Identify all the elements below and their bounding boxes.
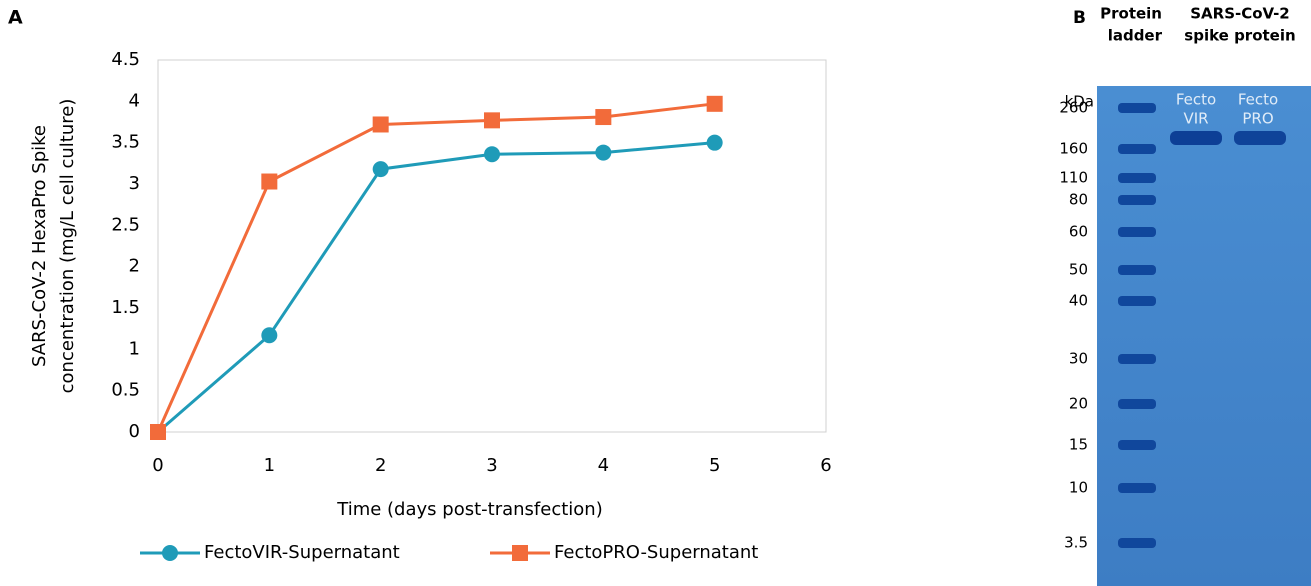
y-tick-label: 1	[129, 338, 140, 359]
ladder-band	[1118, 195, 1156, 205]
data-point	[707, 96, 723, 112]
gel-image	[1097, 86, 1311, 586]
ladder-band	[1118, 538, 1156, 548]
data-point	[373, 161, 389, 177]
y-tick-label: 4.5	[111, 49, 140, 70]
y-axis-title-line: SARS-CoV-2 HexaPro Spike	[29, 125, 50, 367]
gel-header: ladder	[1108, 27, 1163, 45]
ladder-label: 15	[1069, 436, 1088, 454]
ladder-band	[1118, 103, 1156, 113]
sample-band	[1234, 131, 1286, 145]
ladder-label: 20	[1069, 395, 1088, 413]
ladder-band	[1118, 296, 1156, 306]
y-axis-title-line: concentration (mg/L cell culture)	[57, 99, 78, 394]
y-tick-label: 0	[129, 421, 140, 442]
ladder-label: 10	[1069, 479, 1088, 497]
x-tick-label: 1	[264, 455, 275, 476]
gel-header: SARS-CoV-2	[1190, 5, 1290, 23]
ladder-label: 160	[1059, 140, 1088, 158]
ladder-label: 260	[1059, 99, 1088, 117]
y-tick-label: 2	[129, 256, 140, 277]
ladder-band	[1118, 440, 1156, 450]
x-axis-title: Time (days post-transfection)	[336, 499, 602, 520]
x-tick-label: 2	[375, 455, 386, 476]
ladder-band	[1118, 144, 1156, 154]
data-point	[261, 174, 277, 190]
ladder-label: 80	[1069, 191, 1088, 209]
legend-marker	[512, 545, 528, 561]
data-point	[484, 146, 500, 162]
y-tick-label: 0.5	[111, 380, 140, 401]
ladder-label: 50	[1069, 261, 1088, 279]
legend-label: FectoPRO-Supernatant	[554, 542, 758, 563]
ladder-band	[1118, 399, 1156, 409]
series-line	[158, 143, 715, 432]
data-point	[484, 112, 500, 128]
data-point	[707, 135, 723, 151]
panel-label: B	[1073, 8, 1086, 28]
y-tick-label: 2.5	[111, 214, 140, 235]
data-point	[595, 109, 611, 125]
ladder-band	[1118, 173, 1156, 183]
data-point	[261, 327, 277, 343]
data-point	[150, 424, 166, 440]
ladder-band	[1118, 483, 1156, 493]
legend-marker	[162, 545, 178, 561]
panel-label: A	[8, 7, 23, 29]
y-tick-label: 3	[129, 173, 140, 194]
data-point	[373, 116, 389, 132]
ladder-label: 60	[1069, 223, 1088, 241]
y-axis-title: SARS-CoV-2 HexaPro Spike concentration (…	[29, 99, 78, 394]
legend-label: FectoVIR-Supernatant	[204, 542, 400, 563]
ladder-label: 3.5	[1064, 534, 1088, 552]
x-tick-label: 4	[598, 455, 609, 476]
y-tick-label: 3.5	[111, 132, 140, 153]
lane-label: Fecto	[1238, 91, 1278, 109]
y-tick-label: 1.5	[111, 297, 140, 318]
lane-label: PRO	[1242, 110, 1273, 128]
ladder-label: 30	[1069, 350, 1088, 368]
gel-header: spike protein	[1184, 27, 1295, 45]
x-tick-label: 0	[152, 455, 163, 476]
x-tick-label: 6	[820, 455, 831, 476]
sample-band	[1170, 131, 1222, 145]
data-point	[595, 145, 611, 161]
ladder-label: 110	[1059, 169, 1088, 187]
x-tick-label: 5	[709, 455, 720, 476]
figure: A Time (days post-transfection) SARS-CoV…	[0, 0, 1311, 586]
ladder-band	[1118, 265, 1156, 275]
ladder-label: 40	[1069, 292, 1088, 310]
y-tick-label: 4	[129, 90, 140, 111]
lane-label: VIR	[1183, 110, 1208, 128]
x-tick-label: 3	[486, 455, 497, 476]
ladder-band	[1118, 227, 1156, 237]
lane-label: Fecto	[1176, 91, 1216, 109]
gel-header: Protein	[1100, 5, 1162, 23]
series-line	[158, 104, 715, 432]
ladder-band	[1118, 354, 1156, 364]
